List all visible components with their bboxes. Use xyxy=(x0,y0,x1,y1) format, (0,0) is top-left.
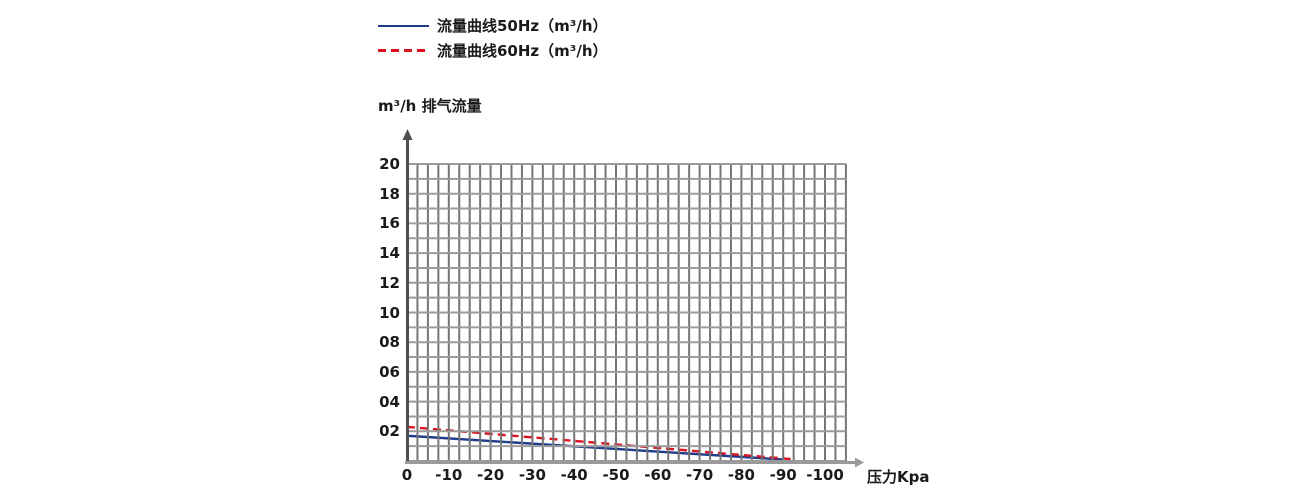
legend-label-60hz: 流量曲线60Hz（m³/h） xyxy=(437,42,608,60)
legend-item-50hz: 流量曲线50Hz（m³/h） xyxy=(378,13,608,38)
y-tick-label: 20 xyxy=(379,155,400,173)
legend-item-60hz: 流量曲线60Hz（m³/h） xyxy=(378,38,608,63)
y-tick-label: 18 xyxy=(379,184,400,203)
x-tick-label: -70 xyxy=(686,466,714,484)
x-axis-arrow xyxy=(855,457,864,468)
legend-line-sample-60hz xyxy=(378,49,429,52)
x-tick-label: -50 xyxy=(602,466,630,484)
x-tick-label: -60 xyxy=(644,466,672,484)
y-tick-label: 06 xyxy=(379,362,400,381)
legend: 流量曲线50Hz（m³/h） 流量曲线60Hz（m³/h） xyxy=(378,13,608,63)
x-tick-label: -40 xyxy=(560,466,588,484)
x-tick-label: -10 xyxy=(435,466,463,484)
y-tick-label: 02 xyxy=(379,422,400,441)
y-axis-title: m³/h 排气流量 xyxy=(378,97,482,115)
y-tick-label: 04 xyxy=(379,392,400,411)
y-tick-label: 12 xyxy=(379,273,400,292)
legend-label-50hz: 流量曲线50Hz（m³/h） xyxy=(437,17,608,35)
y-tick-label: 08 xyxy=(379,333,400,352)
y-axis-arrow xyxy=(402,129,413,140)
y-tick-label: 14 xyxy=(379,244,400,263)
legend-line-sample-50hz xyxy=(378,24,429,27)
x-tick-label: -100 xyxy=(806,466,844,484)
x-tick-label: -80 xyxy=(727,466,755,484)
x-tick-label: -20 xyxy=(477,466,505,484)
x-tick-label: -30 xyxy=(518,466,546,484)
x-axis-title: 压力Kpa xyxy=(867,468,930,486)
y-tick-label: 16 xyxy=(379,214,400,233)
x-tick-label: 0 xyxy=(401,466,413,484)
x-tick-label: -90 xyxy=(769,466,797,484)
y-tick-label: 10 xyxy=(379,303,400,322)
